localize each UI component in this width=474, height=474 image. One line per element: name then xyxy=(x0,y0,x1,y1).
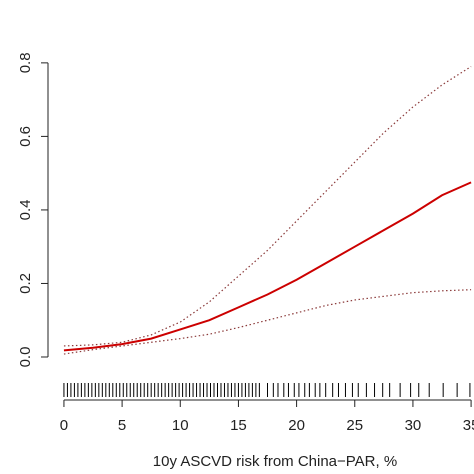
y-tick-label: 0.6 xyxy=(17,126,34,147)
y-tick-label: 0.2 xyxy=(17,273,34,294)
x-tick-label: 20 xyxy=(288,417,305,434)
x-tick-label: 35 xyxy=(463,417,474,434)
y-tick-label: 0.0 xyxy=(17,347,34,368)
x-tick-label: 5 xyxy=(118,417,126,434)
ci-line xyxy=(63,66,472,347)
ci-line xyxy=(63,289,472,355)
y-tick-label: 0.4 xyxy=(17,199,34,220)
x-tick-label: 15 xyxy=(230,417,247,434)
x-tick-label: 25 xyxy=(346,417,363,434)
x-tick-label: 0 xyxy=(60,417,68,434)
x-axis-label: 10y ASCVD risk from China−PAR, % xyxy=(153,453,397,470)
x-tick-label: 10 xyxy=(172,417,189,434)
x-tick-label: 30 xyxy=(405,417,422,434)
fit-line xyxy=(63,181,472,352)
y-tick-label: 0.8 xyxy=(17,52,34,73)
